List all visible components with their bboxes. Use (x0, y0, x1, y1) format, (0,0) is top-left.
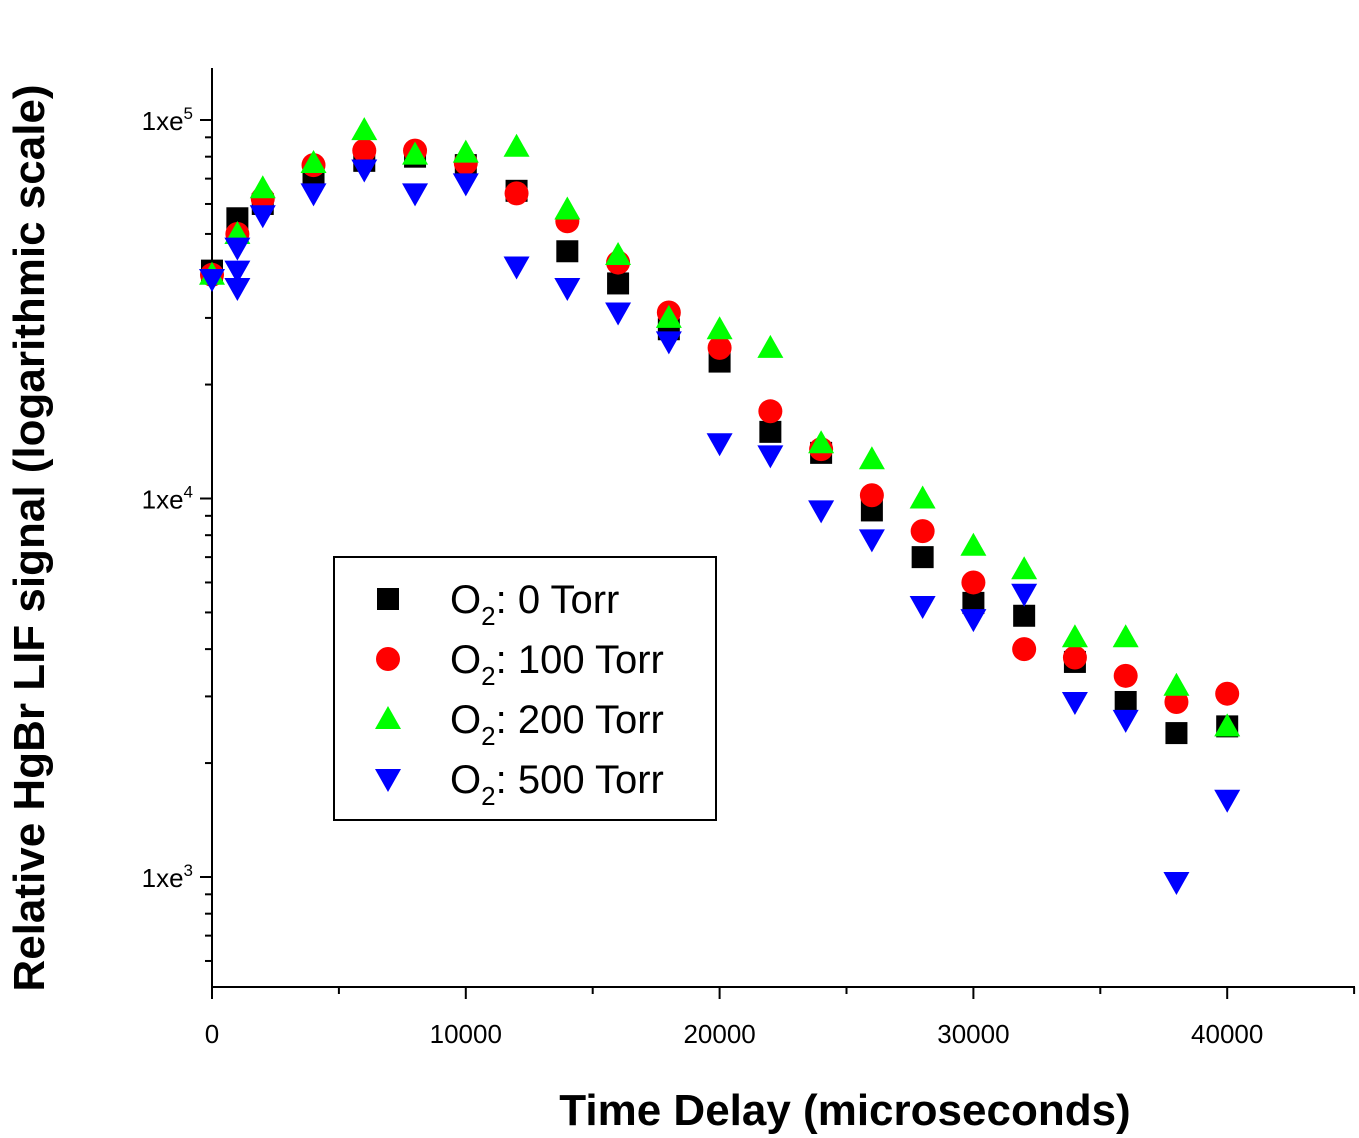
data-point (554, 277, 581, 301)
data-point (1013, 604, 1036, 627)
data-point (351, 117, 378, 141)
legend-label: O2: 500 Torr (450, 758, 664, 811)
x-tick-label: 10000 (430, 1019, 502, 1049)
y-tick-label: 1xe5 (142, 104, 193, 136)
x-tick-label: 30000 (937, 1019, 1009, 1049)
series-triangle-down (199, 159, 1241, 896)
data-point (1113, 663, 1138, 688)
legend-symbol (376, 647, 400, 671)
data-point (300, 183, 327, 207)
legend-symbol (377, 588, 399, 610)
data-point (759, 420, 782, 443)
plot-axes: 0 10000 20000 30000 40000 1xe3 1xe4 1xe5 (142, 68, 1356, 1049)
data-point (249, 205, 276, 229)
legend-label: O2: 100 Torr (450, 638, 664, 691)
data-point (1061, 624, 1088, 648)
data-point (961, 570, 986, 595)
data-point (352, 138, 377, 163)
legend-symbol (375, 706, 401, 729)
data-point (351, 159, 378, 183)
data-point (808, 500, 835, 524)
data-point (224, 237, 251, 261)
data-point (300, 149, 327, 173)
legend-label: O2: 0 Torr (450, 578, 619, 631)
data-point (556, 240, 579, 263)
data-point (605, 241, 632, 265)
data-point (758, 399, 783, 424)
data-point (858, 529, 885, 553)
data-point (1011, 556, 1038, 580)
data-point (504, 181, 529, 206)
data-point (655, 331, 682, 355)
data-point (960, 609, 987, 633)
data-point (1114, 690, 1137, 713)
data-point (1163, 872, 1190, 896)
data-point (607, 272, 630, 295)
y-tick-label: 1xe4 (142, 483, 193, 515)
x-tick-label: 40000 (1191, 1019, 1263, 1049)
data-point (1112, 624, 1139, 648)
data-point (452, 139, 479, 163)
data-point (909, 485, 936, 509)
data-point (452, 173, 479, 197)
data-point (1164, 689, 1189, 714)
data-point (224, 277, 251, 301)
data-point (960, 532, 987, 556)
data-point (1165, 722, 1188, 745)
data-point (503, 133, 530, 157)
data-point (808, 430, 835, 454)
data-point (1011, 583, 1038, 607)
data-point (503, 256, 530, 280)
data-point (858, 446, 885, 470)
x-axis-title: Time Delay (microseconds) (559, 1086, 1130, 1135)
data-point (1215, 681, 1240, 706)
data-point (1112, 709, 1139, 733)
x-tick-label: 20000 (683, 1019, 755, 1049)
data-point (909, 595, 936, 619)
data-point (1214, 713, 1241, 737)
data-point (1062, 645, 1087, 670)
data-point (224, 260, 251, 284)
data-point (706, 316, 733, 340)
data-point (605, 302, 632, 326)
data-point (757, 334, 784, 358)
y-tick-label: 1xe3 (142, 861, 193, 893)
data-point (199, 269, 225, 293)
data-point (1214, 789, 1241, 813)
data-point (1012, 637, 1037, 662)
data-point (859, 483, 884, 508)
data-point (554, 196, 581, 220)
data-point (962, 591, 985, 614)
data-point (402, 141, 429, 165)
legend-label: O2: 200 Torr (450, 698, 664, 751)
data-point (911, 546, 934, 569)
data-point (402, 183, 429, 207)
data-point (249, 175, 276, 199)
legend-symbol (375, 769, 401, 792)
data-point (910, 519, 935, 544)
x-tick-label: 0 (205, 1019, 219, 1049)
legend: O2: 0 Torr O2: 100 Torr O2: 200 Torr O2: 50… (333, 556, 717, 821)
data-point (757, 445, 784, 469)
data-point (707, 335, 732, 360)
data-point (1163, 672, 1190, 696)
data-point (1061, 691, 1088, 715)
data-points (199, 117, 1241, 896)
data-point (706, 433, 733, 457)
data-point (655, 304, 682, 328)
y-axis-title: Relative HgBr LIF signal (logarithmic sc… (5, 84, 54, 991)
